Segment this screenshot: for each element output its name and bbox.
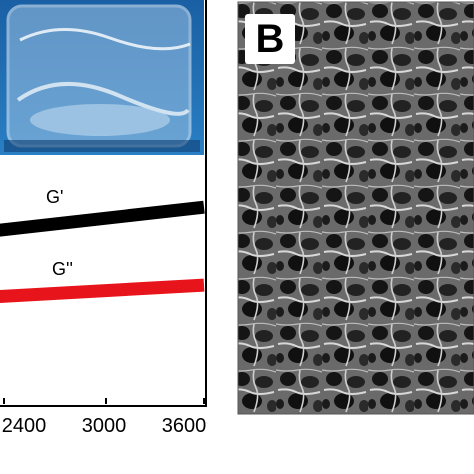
sem-image xyxy=(238,2,474,414)
series-line-g-prime xyxy=(0,200,205,237)
x-tick-label: 3000 xyxy=(82,415,127,437)
series-label-g-double-prime: G'' xyxy=(52,259,73,279)
panel-label: B xyxy=(245,14,295,64)
x-tick-labels: 2400 3000 3600 xyxy=(2,415,207,437)
bottom-ticks xyxy=(3,398,205,404)
series-line-g-double-prime xyxy=(0,278,205,304)
x-tick-label: 3600 xyxy=(162,415,207,437)
series-label-g-prime: G' xyxy=(46,187,63,207)
panel-a: G' G'' 2400 3000 3600 xyxy=(0,0,207,437)
x-tick-label: 2400 xyxy=(2,415,47,437)
inset-photo xyxy=(0,0,204,155)
plot-area: G' G'' xyxy=(0,187,205,304)
panel-b xyxy=(237,1,474,415)
